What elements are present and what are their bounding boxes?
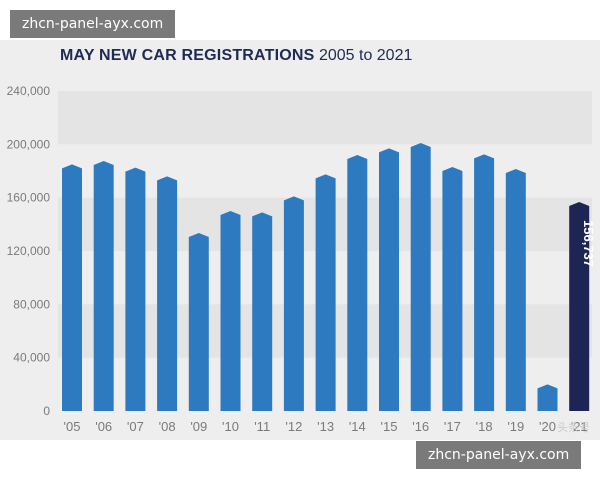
x-tick-label: '11 <box>254 419 270 434</box>
x-tick-label: '06 <box>95 419 112 434</box>
bar <box>315 174 336 411</box>
bar <box>283 196 304 411</box>
y-tick-label: 0 <box>43 404 50 418</box>
x-tick-label: '19 <box>507 419 524 434</box>
x-tick-label: '13 <box>317 419 334 434</box>
x-tick-label: '14 <box>349 419 366 434</box>
watermark-top: zhcn-panel-ayx.com <box>10 10 176 38</box>
x-tick-label: '21 <box>571 419 588 434</box>
bar <box>442 167 463 411</box>
chart-title-main: MAY NEW CAR REGISTRATIONS <box>60 47 315 64</box>
x-tick-label: '10 <box>222 419 239 434</box>
x-tick-label: '12 <box>285 419 302 434</box>
y-tick-label: 120,000 <box>7 244 51 258</box>
chart-title: MAY NEW CAR REGISTRATIONS 2005 to 2021 <box>60 47 412 65</box>
bar <box>252 212 273 411</box>
credit-text: 头条号 <box>557 421 590 434</box>
bar-highlight <box>569 202 590 411</box>
x-tick-label: '09 <box>190 419 207 434</box>
bar <box>474 154 495 412</box>
y-tick-label: 80,000 <box>13 297 50 311</box>
x-tick-label: '20 <box>539 419 556 434</box>
bar <box>537 384 558 411</box>
watermark-bottom: zhcn-panel-ayx.com <box>416 441 582 469</box>
x-tick-label: '08 <box>159 419 176 434</box>
bar <box>220 211 241 411</box>
bar <box>157 176 178 411</box>
bar <box>62 164 82 411</box>
x-tick-label: '05 <box>64 419 81 434</box>
y-tick-label: 160,000 <box>7 191 51 205</box>
bar <box>410 143 431 411</box>
x-tick-label: '07 <box>127 419 144 434</box>
y-tick-label: 240,000 <box>7 84 51 98</box>
bar <box>125 167 146 411</box>
grid-band <box>58 91 592 145</box>
bar <box>188 233 209 411</box>
chart-subtitle: 2005 to 2021 <box>318 47 413 64</box>
bar <box>93 161 114 411</box>
x-tick-label: '18 <box>476 419 493 434</box>
bar-value-label: 156,737 <box>581 220 596 267</box>
y-tick-label: 200,000 <box>7 137 51 151</box>
x-tick-label: '15 <box>381 419 398 434</box>
bar <box>505 169 526 411</box>
y-tick-label: 40,000 <box>13 351 50 365</box>
x-tick-label: '17 <box>444 419 461 434</box>
bar <box>347 155 368 411</box>
bar <box>379 148 399 412</box>
x-tick-label: '16 <box>412 419 429 434</box>
